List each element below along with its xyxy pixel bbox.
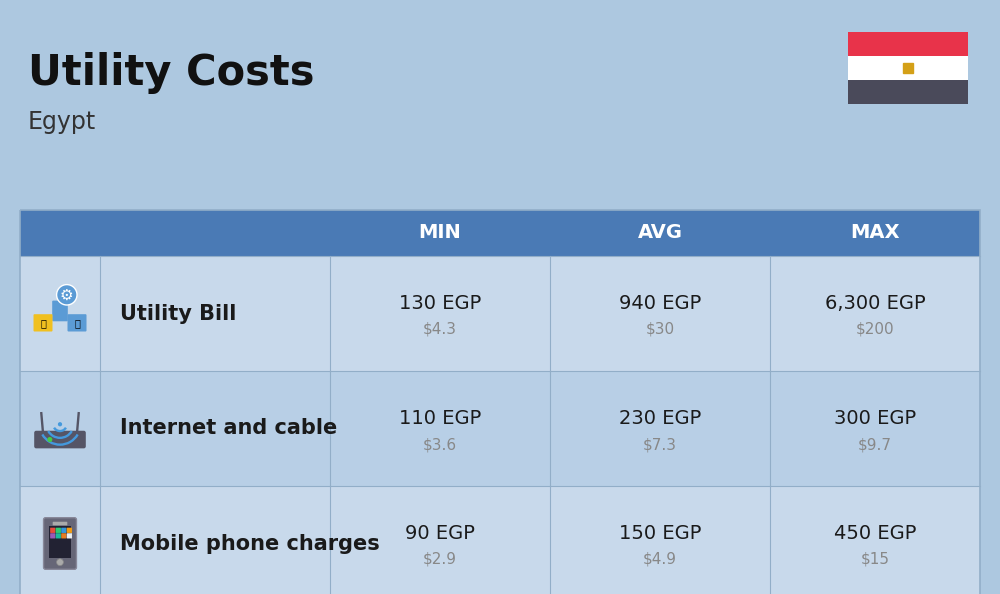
- Text: 300 EGP: 300 EGP: [834, 409, 916, 428]
- Text: 6,300 EGP: 6,300 EGP: [825, 294, 925, 313]
- FancyBboxPatch shape: [34, 314, 52, 331]
- FancyBboxPatch shape: [52, 301, 68, 321]
- Text: $2.9: $2.9: [423, 552, 457, 567]
- Text: $9.7: $9.7: [858, 437, 892, 452]
- Text: 110 EGP: 110 EGP: [399, 409, 481, 428]
- Text: $4.3: $4.3: [423, 322, 457, 337]
- FancyBboxPatch shape: [848, 80, 968, 104]
- FancyBboxPatch shape: [34, 431, 86, 448]
- FancyBboxPatch shape: [848, 56, 968, 80]
- Text: 🚰: 🚰: [74, 318, 80, 328]
- FancyBboxPatch shape: [44, 518, 76, 569]
- Text: 450 EGP: 450 EGP: [834, 524, 916, 543]
- Text: AVG: AVG: [638, 223, 682, 242]
- Text: $15: $15: [860, 552, 890, 567]
- Text: Egypt: Egypt: [28, 110, 96, 134]
- FancyBboxPatch shape: [67, 527, 72, 533]
- Text: Mobile phone charges: Mobile phone charges: [120, 533, 380, 554]
- Text: $7.3: $7.3: [643, 437, 677, 452]
- FancyBboxPatch shape: [20, 371, 980, 486]
- Circle shape: [57, 559, 63, 565]
- FancyBboxPatch shape: [56, 533, 61, 539]
- Text: 🔌: 🔌: [40, 318, 46, 328]
- Circle shape: [58, 422, 62, 426]
- Text: MIN: MIN: [419, 223, 461, 242]
- Text: 90 EGP: 90 EGP: [405, 524, 475, 543]
- Text: Utility Bill: Utility Bill: [120, 304, 236, 324]
- FancyBboxPatch shape: [49, 526, 71, 558]
- Circle shape: [57, 285, 77, 305]
- FancyBboxPatch shape: [61, 527, 66, 533]
- FancyBboxPatch shape: [50, 527, 55, 533]
- Text: 150 EGP: 150 EGP: [619, 524, 701, 543]
- FancyBboxPatch shape: [848, 32, 968, 56]
- FancyBboxPatch shape: [68, 314, 87, 331]
- FancyBboxPatch shape: [20, 210, 980, 256]
- Text: 230 EGP: 230 EGP: [619, 409, 701, 428]
- FancyBboxPatch shape: [20, 486, 980, 594]
- FancyBboxPatch shape: [56, 527, 61, 533]
- FancyBboxPatch shape: [53, 522, 67, 525]
- FancyBboxPatch shape: [61, 533, 66, 539]
- Text: 130 EGP: 130 EGP: [399, 294, 481, 313]
- Text: Internet and cable: Internet and cable: [120, 419, 337, 438]
- Text: $200: $200: [856, 322, 894, 337]
- Text: $4.9: $4.9: [643, 552, 677, 567]
- Text: Utility Costs: Utility Costs: [28, 52, 314, 94]
- Circle shape: [47, 437, 52, 442]
- Text: $3.6: $3.6: [423, 437, 457, 452]
- FancyBboxPatch shape: [20, 256, 980, 371]
- FancyBboxPatch shape: [50, 533, 55, 539]
- Text: 940 EGP: 940 EGP: [619, 294, 701, 313]
- Text: MAX: MAX: [850, 223, 900, 242]
- Text: 𓂀: 𓂀: [905, 63, 911, 73]
- FancyBboxPatch shape: [67, 533, 72, 539]
- Text: $30: $30: [645, 322, 675, 337]
- Text: ⚙: ⚙: [60, 287, 74, 302]
